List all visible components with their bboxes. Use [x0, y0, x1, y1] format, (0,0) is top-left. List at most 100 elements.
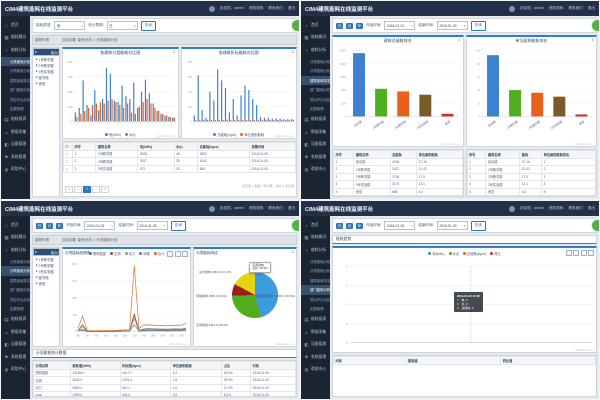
- sidebar-subitem[interactable]: 建筑能耗排名: [301, 75, 330, 85]
- query-button[interactable]: 查询: [140, 20, 156, 31]
- period-button[interactable]: 日: [336, 222, 343, 229]
- chart-menu-icon[interactable]: ≡: [172, 49, 176, 54]
- sidebar-subitem[interactable]: 分项能耗分析: [10, 69, 30, 74]
- legend-item[interactable]: 照明插座: [88, 251, 106, 256]
- query-button[interactable]: 查询: [470, 20, 486, 31]
- sidebar-item[interactable]: ◍ 帮助中心: [301, 164, 330, 177]
- chart-toolbar-icon[interactable]: [565, 249, 572, 256]
- chart-menu-icon[interactable]: ≡: [591, 37, 594, 42]
- sidebar-subitem[interactable]: 同比环比分析: [10, 297, 30, 302]
- legend-item[interactable]: 水(t): [125, 132, 136, 137]
- chart-menu-icon[interactable]: ≡: [291, 49, 294, 54]
- sidebar-subitem[interactable]: 分类能耗分析: [10, 259, 30, 264]
- sidebar-item[interactable]: ▦ 能耗概况: [1, 32, 30, 45]
- query-button[interactable]: 查询: [470, 220, 486, 231]
- row-checkbox[interactable]: ▢: [63, 157, 73, 166]
- sidebar-subitem[interactable]: 建筑能耗排名: [10, 278, 30, 283]
- sidebar-subitem[interactable]: 分类能耗分析: [310, 259, 330, 264]
- table-row[interactable]: 5 食堂 4.2 5: [466, 187, 596, 196]
- sidebar-item[interactable]: ◈ 系统管理: [1, 151, 30, 164]
- sidebar-item[interactable]: ◔ 能耗分析: [301, 44, 330, 57]
- sidebar-item[interactable]: ⌂ 首页: [301, 219, 330, 232]
- sidebar-subitem[interactable]: 分项能耗分析: [310, 269, 330, 274]
- table-row[interactable]: ▢ 3 3号实验楼 972 28 566 2016-01-05: [63, 164, 296, 173]
- chart-toolbar-icon[interactable]: [588, 249, 594, 256]
- sidebar-item[interactable]: ◔ 能耗分析: [1, 244, 30, 257]
- sidebar-subitem[interactable]: 分类能耗分析: [310, 59, 330, 64]
- legend-item[interactable]: 动力: [124, 251, 135, 256]
- tree-node[interactable]: ▸ 1号教学楼: [33, 256, 59, 262]
- period-button[interactable]: 月: [346, 222, 353, 229]
- nav-link[interactable]: 修改密码: [249, 6, 264, 10]
- dropdown-select[interactable]: 2016-01-05 ▾: [436, 221, 468, 230]
- tree-node[interactable]: ▸ 图书馆: [33, 274, 59, 280]
- table-row[interactable]: ▢ 2 2号教学楼 3157 39 1642 2016-01-05: [63, 157, 296, 166]
- sidebar-item[interactable]: ◈ 系统管理: [301, 151, 330, 164]
- table-row[interactable]: 照明插座 13156.0 1617.2 5.2 45.6% 2016-01-05: [33, 368, 296, 377]
- legend-item[interactable]: 电(kWh): [104, 132, 121, 137]
- legend-item[interactable]: 单位面积能耗: [240, 132, 264, 137]
- sidebar-item[interactable]: ◍ 帮助中心: [301, 364, 330, 377]
- sidebar-item[interactable]: ◍ 帮助中心: [1, 164, 30, 177]
- table-row[interactable]: 空调 8342.0 1025.4 3.3 28.9% 2016-01-05: [33, 376, 296, 385]
- nav-link[interactable]: 退出: [287, 206, 295, 210]
- period-button[interactable]: 日: [36, 222, 43, 229]
- legend-item[interactable]: 特殊: [139, 251, 150, 256]
- float-support-button[interactable]: [291, 219, 299, 232]
- checkbox-column-header[interactable]: ▢: [63, 142, 73, 151]
- period-button[interactable]: 年: [356, 22, 363, 29]
- sidebar-item[interactable]: ◒ 数据采集: [1, 326, 30, 339]
- sidebar-subitem[interactable]: 部门能耗分析: [10, 288, 30, 293]
- sidebar-item[interactable]: ◈ 系统管理: [1, 351, 30, 364]
- chart-menu-icon[interactable]: ≡: [457, 37, 461, 42]
- period-button[interactable]: 月: [46, 222, 53, 229]
- row-checkbox[interactable]: ▢: [63, 149, 73, 158]
- table-row[interactable]: 1 综合楼 27.16 1: [466, 157, 596, 166]
- sidebar-item[interactable]: ▤ 能耗报表: [301, 114, 330, 127]
- sidebar-subitem[interactable]: 定额管理: [10, 307, 24, 312]
- table-row[interactable]: 4 3号实验楼 2174 13.1: [332, 180, 463, 189]
- chart-menu-icon[interactable]: ≡: [291, 249, 294, 254]
- table-row[interactable]: ▢ 1 1号教学楼 3528 46 1863 2016-01-05: [63, 149, 296, 158]
- nav-link[interactable]: 联系我们: [568, 206, 583, 210]
- legend-item[interactable]: 总能耗(kgce): [462, 251, 486, 256]
- table-row[interactable]: 2 1号教学楼 21.42 2: [466, 165, 596, 174]
- sidebar-item[interactable]: ◒ 数据采集: [301, 126, 330, 139]
- tree-node[interactable]: ▾ 某大学: [33, 48, 59, 56]
- sidebar-item[interactable]: ◔ 能耗分析: [1, 44, 30, 57]
- dropdown-select[interactable]: 日 ▾: [106, 21, 138, 30]
- float-support-button[interactable]: [291, 19, 299, 32]
- dropdown-select[interactable]: 2016-01-05 ▾: [136, 221, 168, 230]
- sidebar-subitem[interactable]: 定额管理: [310, 307, 324, 312]
- tree-node[interactable]: ▸ 2号教学楼: [33, 62, 59, 68]
- tree-node[interactable]: ▸ 食堂: [33, 80, 59, 86]
- sidebar-subitem[interactable]: 建筑能耗排名: [310, 278, 330, 283]
- tree-node[interactable]: ▸ 1号教学楼: [33, 56, 59, 62]
- nav-link[interactable]: 退出: [287, 6, 295, 10]
- sidebar-item[interactable]: ▤ 能耗报表: [1, 314, 30, 327]
- page-button[interactable]: »: [101, 185, 109, 193]
- sidebar-item[interactable]: ⌂ 首页: [1, 19, 30, 32]
- dropdown-select[interactable]: 2016-01-05 ▾: [436, 21, 468, 30]
- dropdown-select[interactable]: 2016-01-01 ▾: [384, 21, 416, 30]
- table-row[interactable]: 特殊 2395.0 294.4 0.9 8.3% 2016-01-05: [33, 391, 296, 396]
- sidebar-item[interactable]: ▦ 能耗概况: [1, 232, 30, 245]
- nav-link[interactable]: 修改密码: [549, 6, 564, 10]
- legend-item[interactable]: 电(kWh): [428, 251, 445, 256]
- chart-toolbar-icon[interactable]: [580, 249, 587, 256]
- legend-item[interactable]: 总能耗(kgce): [213, 132, 236, 137]
- tree-node[interactable]: ▾ 某大学: [33, 248, 59, 256]
- nav-link[interactable]: 联系我们: [268, 206, 283, 210]
- sidebar-item[interactable]: ◔ 能耗分析: [301, 244, 330, 257]
- legend-item[interactable]: 同比: [489, 251, 501, 256]
- sidebar-item[interactable]: ▤ 能耗报表: [301, 314, 330, 327]
- sidebar-item[interactable]: ◒ 数据采集: [301, 326, 330, 339]
- page-button[interactable]: 1: [83, 185, 91, 193]
- nav-link[interactable]: 修改密码: [249, 206, 264, 210]
- table-row[interactable]: 2 1号教学楼 3157 21.42: [332, 165, 463, 174]
- sidebar-subitem[interactable]: 分项能耗分析: [1, 266, 30, 276]
- sidebar-subitem[interactable]: 建筑能耗排名: [10, 78, 30, 83]
- sidebar-item[interactable]: ◧ 设备管理: [301, 139, 330, 152]
- sidebar-subitem[interactable]: 部门能耗分析: [301, 285, 330, 295]
- tree-node[interactable]: ▸ 3号实验楼: [33, 68, 59, 74]
